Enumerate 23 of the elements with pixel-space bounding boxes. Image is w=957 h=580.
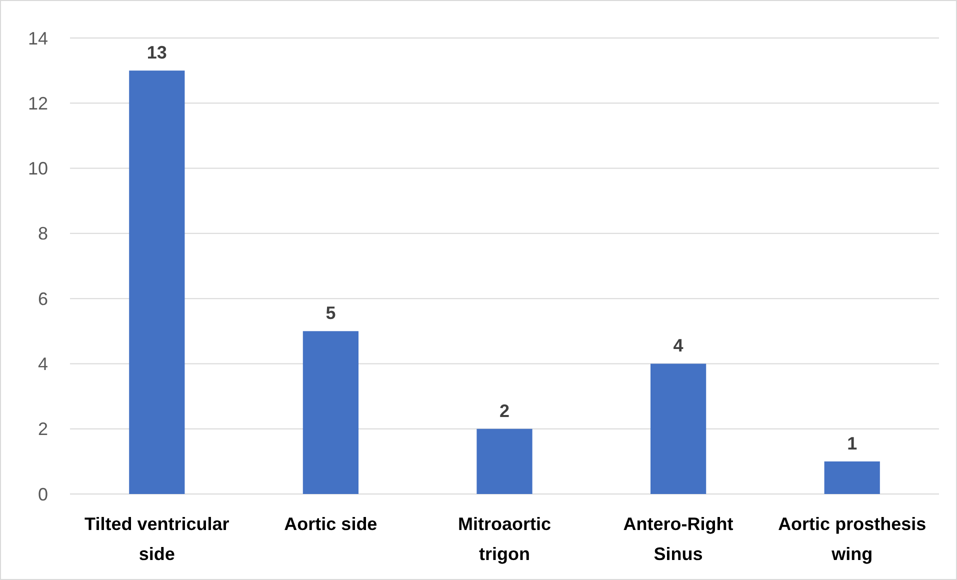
y-tick-label: 0 (38, 484, 48, 504)
y-tick-label: 14 (28, 28, 48, 48)
y-tick-label: 10 (28, 158, 48, 179)
x-tick-label: Mitroaortic trigon (458, 514, 552, 564)
data-label: 1 (847, 433, 858, 454)
bar (824, 461, 880, 494)
bar (650, 364, 706, 494)
bar (476, 428, 532, 494)
x-tick-label: Tilted ventricular side (84, 514, 230, 564)
x-tick-label: Aortic prosthesis wing (778, 514, 926, 564)
y-tick-label: 6 (38, 288, 48, 309)
y-tick-label: 2 (38, 419, 48, 440)
data-label: 13 (146, 42, 167, 63)
bar (302, 331, 359, 494)
y-tick-label: 8 (38, 224, 48, 244)
bar (129, 70, 185, 494)
x-tick-label: Aortic side (284, 514, 378, 534)
y-tick-label: 12 (28, 93, 48, 114)
data-label: 2 (499, 400, 510, 421)
y-tick-label: 4 (38, 354, 48, 374)
data-label: 4 (673, 336, 684, 356)
x-tick-label: Antero-Right Sinus (623, 514, 734, 564)
data-label: 5 (326, 303, 336, 324)
